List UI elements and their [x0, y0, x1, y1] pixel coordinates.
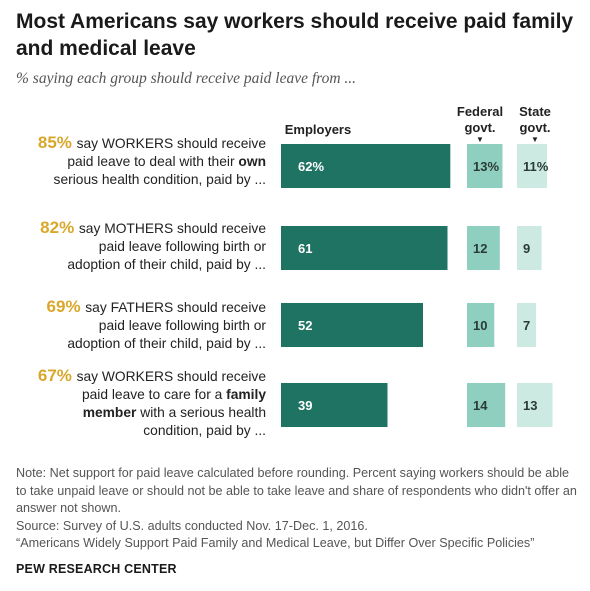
bar-value-label: 7: [523, 318, 530, 333]
bar-value-label: 62%: [298, 159, 324, 174]
row-label-line: condition, paid by ...: [16, 422, 266, 440]
source-text: Source: Survey of U.S. adults conducted …: [16, 518, 368, 533]
bar-value-label: 10: [473, 318, 487, 333]
row-label-text: with a serious health: [136, 405, 266, 420]
bar-value-label: 13: [523, 398, 537, 413]
row-label-emphasis: member: [82, 405, 137, 420]
row-label: 67% say WORKERS should receive paid leave…: [16, 367, 266, 440]
row-label-line: paid leave following birth or: [16, 317, 266, 335]
row-label-text: paid leave to care for a: [81, 387, 227, 402]
row-label-text: say FATHERS should receive: [85, 300, 266, 315]
row-label-line: 85% say WORKERS should receive: [16, 134, 266, 153]
column-header-state-line2: govt.: [519, 120, 551, 135]
column-header-state-caret-icon: ▼: [531, 135, 539, 144]
bar-value-label: 39: [298, 398, 312, 413]
row-label-text: say MOTHERS should receive: [78, 221, 266, 236]
bar-value-label: 61: [298, 241, 312, 256]
row-label: 82% say MOTHERS should receive paid leave…: [16, 219, 266, 274]
row-label: 69% say FATHERS should receive paid leave…: [16, 298, 266, 353]
report-title: “Americans Widely Support Paid Family an…: [16, 536, 535, 550]
bar-employers: [281, 144, 451, 188]
bar-state-govt: [517, 144, 547, 188]
bar-state-govt: [517, 226, 542, 270]
note-text: Note: Net support for paid leave calcula…: [16, 466, 577, 515]
row-label-text: adoption of their child, paid by ...: [67, 336, 266, 351]
row-label-line: paid leave to care for a family: [16, 386, 266, 404]
row-label-text: paid leave to deal with their: [67, 154, 239, 169]
row-label-text: paid leave following birth or: [98, 239, 266, 254]
column-header-federal-line1: Federal: [456, 104, 504, 119]
bar-federal-govt: [467, 144, 503, 188]
row-label-line: serious health condition, paid by ...: [16, 171, 266, 189]
bar-employers: [281, 303, 423, 347]
bar-value-label: 11%: [523, 159, 549, 174]
net-support-percent: 82%: [40, 218, 79, 237]
net-support-percent: 69%: [46, 297, 86, 316]
brand-logo-text: PEW RESEARCH CENTER: [16, 562, 177, 576]
net-support-percent: 67%: [37, 366, 77, 385]
column-header-state: State govt. ▼: [503, 104, 567, 144]
row-label-line: paid leave to deal with their own: [16, 153, 266, 171]
bar-employers: [281, 383, 388, 427]
row-label-text: say WORKERS should receive: [76, 136, 266, 151]
row-label-emphasis: own: [238, 154, 266, 169]
net-support-percent: 85%: [37, 133, 77, 152]
row-label-line: adoption of their child, paid by ...: [16, 335, 266, 353]
bar-value-label: 9: [523, 241, 530, 256]
bar-federal-govt: [467, 383, 506, 427]
bar-chart: 62% 61 52 39 13% 12 10 14 11% 9 7 13: [281, 144, 553, 427]
column-header-state-line1: State: [519, 104, 551, 119]
row-label-line: 82% say MOTHERS should receive: [16, 219, 266, 238]
row-label-text: adoption of their child, paid by ...: [67, 257, 266, 272]
bar-state-govt: [517, 383, 553, 427]
chart-title: Most Americans say workers should receiv…: [16, 10, 574, 60]
row-label-text: say WORKERS should receive: [76, 369, 266, 384]
row-label-text: condition, paid by ...: [143, 423, 266, 438]
row-label-line: member with a serious health: [16, 404, 266, 422]
notes: Note: Net support for paid leave calcula…: [16, 465, 578, 553]
column-header-federal-caret-icon: ▼: [476, 135, 484, 144]
bar-value-label: 12: [473, 241, 487, 256]
chart-subtitle: % saying each group should receive paid …: [16, 70, 357, 87]
bar-value-label: 14: [473, 398, 488, 413]
bar-value-label: 52: [298, 318, 312, 333]
bar-federal-govt: [467, 226, 500, 270]
column-header-federal: Federal govt. ▼: [445, 104, 515, 144]
row-label-text: paid leave following birth or: [98, 318, 266, 333]
row-label-line: 69% say FATHERS should receive: [16, 298, 266, 317]
bar-employers: [281, 226, 448, 270]
row-label-text: serious health condition, paid by ...: [53, 172, 266, 187]
bar-state-govt: [517, 303, 537, 347]
row-label-line: paid leave following birth or: [16, 238, 266, 256]
bar-federal-govt: [467, 303, 495, 347]
row-label-line: adoption of their child, paid by ...: [16, 256, 266, 274]
bar-value-label: 13%: [473, 159, 499, 174]
row-label: 85% say WORKERS should receive paid leave…: [16, 134, 266, 189]
column-header-employers: Employers: [284, 122, 352, 137]
row-label-line: 67% say WORKERS should receive: [16, 367, 266, 386]
row-label-emphasis: family: [226, 387, 266, 402]
column-header-federal-line2: govt.: [464, 120, 496, 135]
